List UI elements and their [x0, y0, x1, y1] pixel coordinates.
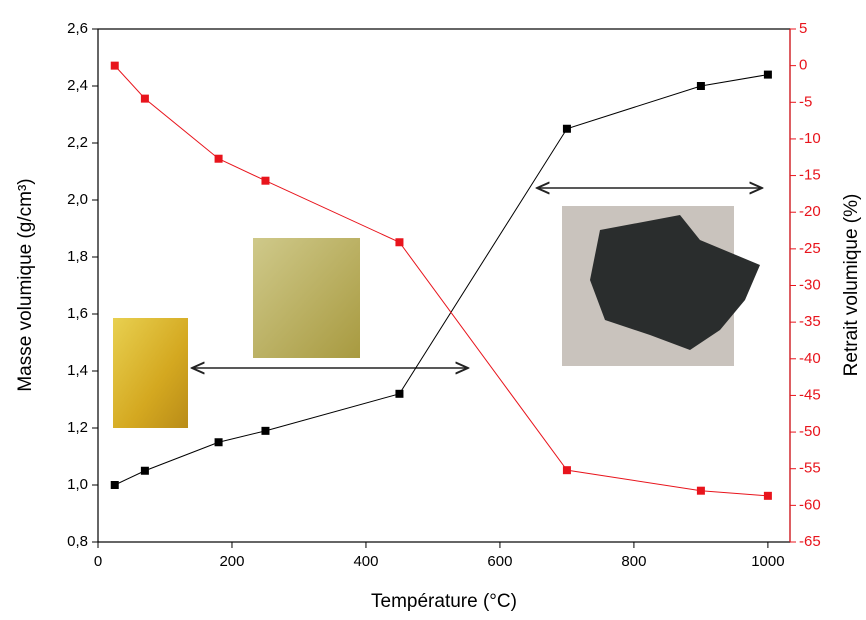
y2-tick-label: -10 [799, 130, 821, 147]
x-tick-label: 0 [94, 553, 102, 570]
marker [395, 389, 404, 398]
x-tick-label: 400 [353, 553, 378, 570]
marker [110, 61, 119, 70]
photo-liquid [113, 318, 188, 428]
marker [696, 486, 705, 495]
marker [696, 82, 705, 90]
y-tick-label: 1,6 [67, 305, 88, 322]
y-axis-label: Masse volumique (g/cm³) [15, 178, 36, 391]
marker [140, 94, 149, 103]
y2-tick-label: -30 [799, 276, 821, 293]
y-tick-label: 0,8 [67, 533, 88, 550]
y-tick-label: 1,0 [67, 476, 88, 493]
y2-tick-label: -45 [799, 386, 821, 403]
y2-tick-label: -35 [799, 313, 821, 330]
marker [214, 154, 223, 163]
x-tick-label: 600 [487, 553, 512, 570]
y-tick-label: 2,2 [67, 134, 88, 151]
y2-tick-label: -60 [799, 496, 821, 513]
marker [562, 124, 571, 133]
y2-tick-label: 5 [799, 20, 807, 37]
y2-tick-label: -5 [799, 93, 812, 110]
x-axis-label: Température (°C) [371, 591, 517, 612]
y2-tick-label: -20 [799, 203, 821, 220]
y-tick-label: 1,2 [67, 419, 88, 436]
photo-carbon [590, 215, 760, 350]
y-tick-label: 1,8 [67, 248, 88, 265]
marker [562, 466, 571, 475]
y-tick-label: 2,4 [67, 77, 88, 94]
series-line [114, 74, 768, 486]
series-line [114, 65, 768, 497]
y-tick-label: 2,0 [67, 191, 88, 208]
marker [214, 438, 223, 447]
y2-tick-label: -50 [799, 423, 821, 440]
y2-tick-label: -15 [799, 167, 821, 184]
y-tick-label: 2,6 [67, 20, 88, 37]
y2-tick-label: -65 [799, 533, 821, 550]
x-tick-label: 1000 [751, 553, 784, 570]
marker [261, 426, 270, 435]
marker [261, 176, 270, 185]
y2-tick-label: -25 [799, 240, 821, 257]
marker [110, 481, 119, 489]
y2-axis-label: Retrait volumique (%) [841, 194, 862, 377]
x-tick-label: 800 [621, 553, 646, 570]
y-tick-label: 1,4 [67, 362, 88, 379]
x-tick-label: 200 [219, 553, 244, 570]
marker [763, 491, 772, 500]
marker [395, 238, 404, 247]
y2-tick-label: -40 [799, 350, 821, 367]
y2-tick-label: 0 [799, 57, 807, 74]
marker [763, 70, 772, 79]
marker [140, 466, 149, 475]
photo-gel [253, 238, 360, 358]
y2-tick-label: -55 [799, 460, 821, 477]
